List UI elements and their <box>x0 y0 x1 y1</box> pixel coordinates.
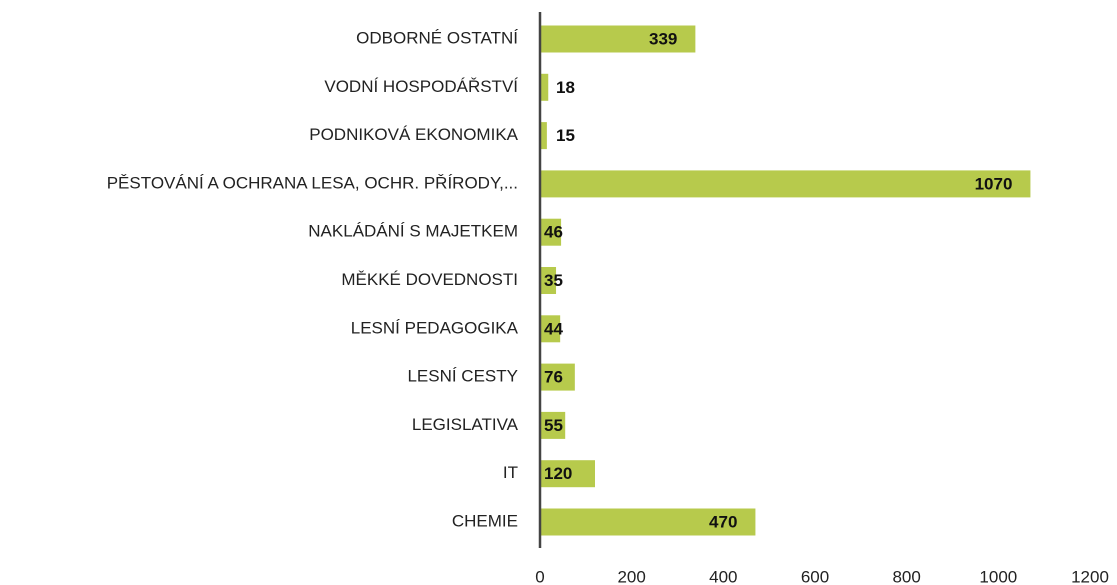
y-tick-label: PODNIKOVÁ EKONOMIKA <box>309 125 518 144</box>
y-tick-label: NAKLÁDÁNÍ S MAJETKEM <box>308 222 518 241</box>
x-tick-label: 0 <box>535 567 544 585</box>
bar <box>540 267 557 294</box>
y-tick-label: IT <box>503 463 518 482</box>
bar <box>540 25 696 53</box>
y-tick-label: CHEMIE <box>452 511 518 530</box>
bar <box>540 460 595 488</box>
bar <box>540 363 575 391</box>
y-tick-label: PĚSTOVÁNÍ A OCHRANA LESA, OCHR. PŘÍRODY,… <box>107 173 518 192</box>
y-tick-label: MĚKKÉ DOVEDNOSTI <box>341 270 518 289</box>
y-tick-label: LESNÍ CESTY <box>407 367 518 386</box>
bar <box>540 73 549 101</box>
x-tick-label: 800 <box>892 567 920 585</box>
bar <box>540 122 547 150</box>
value-label: 55 <box>544 416 563 435</box>
value-label: 15 <box>556 126 575 145</box>
value-label: 76 <box>544 368 563 387</box>
value-label: 339 <box>649 29 677 48</box>
bar <box>540 218 562 246</box>
bar <box>540 411 566 439</box>
value-label: 1070 <box>975 174 1013 193</box>
x-tick-label: 200 <box>617 567 645 585</box>
y-tick-label: LEGISLATIVA <box>412 415 519 434</box>
value-label: 120 <box>544 464 572 483</box>
x-tick-label: 1000 <box>979 567 1017 585</box>
x-tick-label: 400 <box>709 567 737 585</box>
y-tick-label: ODBORNÉ OSTATNÍ <box>356 28 518 47</box>
value-label: 35 <box>544 271 563 290</box>
y-tick-label: LESNÍ PEDAGOGIKA <box>351 318 519 337</box>
x-tick-label: 1200 <box>1071 567 1109 585</box>
x-tick-label: 600 <box>801 567 829 585</box>
y-tick-label: VODNÍ HOSPODÁŘSTVÍ <box>324 77 518 96</box>
value-label: 18 <box>556 78 575 97</box>
value-label: 470 <box>709 512 737 531</box>
bar <box>540 508 756 536</box>
bar <box>540 170 1031 198</box>
value-label: 46 <box>544 223 563 242</box>
bar <box>540 315 561 343</box>
value-label: 44 <box>544 319 563 338</box>
